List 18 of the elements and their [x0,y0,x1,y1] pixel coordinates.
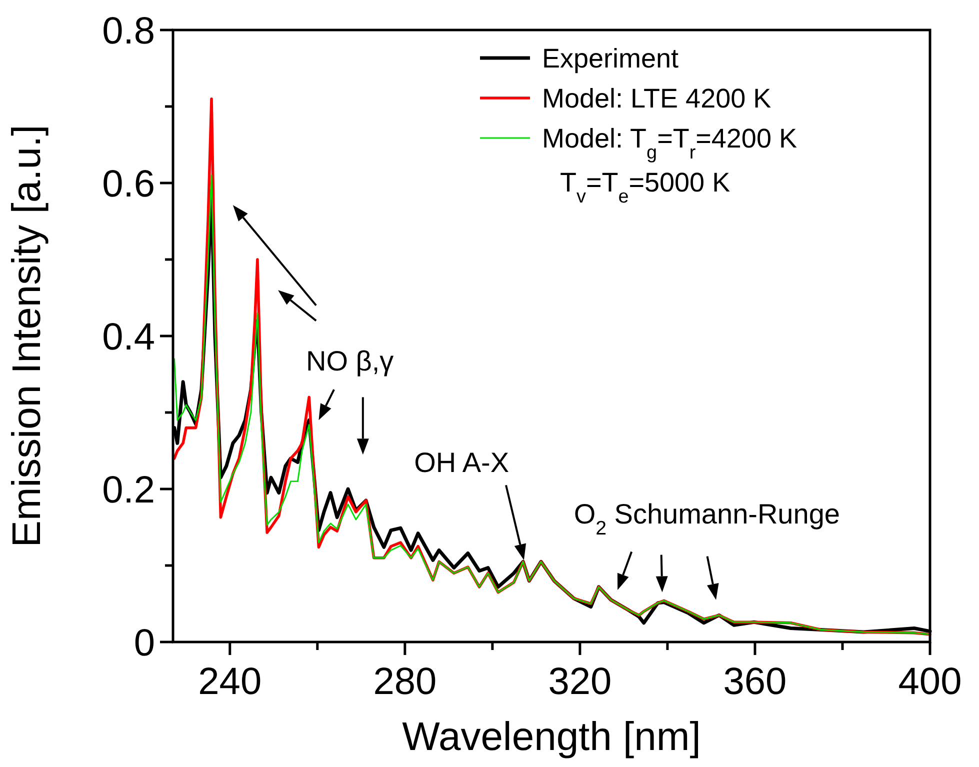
y-tick-label: 0.8 [102,10,155,52]
x-tick-label: 360 [723,661,787,703]
y-tick-label: 0.6 [102,163,155,206]
y-tick-label: 0.4 [102,316,155,358]
y-tick-label: 0 [134,622,155,664]
x-axis-title: Wavelength [nm] [402,715,701,759]
y-axis-title: Emission Intensity [a.u.] [5,124,49,548]
x-tick-label: 280 [373,661,437,703]
legend-label: Experiment [542,43,680,74]
legend-label: Model: LTE 4200 K [542,83,772,114]
x-tick-label: 240 [198,661,262,703]
text: Model: T$_{g}$=T$_{r}$=4200 K T$_{v}$=T$_{e}$=5000 K [542,123,797,207]
x-tick-label: 320 [548,661,612,703]
x-tick-label: 400 [898,661,962,703]
annotation: NO β,γ [306,345,394,376]
annotation: OH A-X [414,447,510,478]
annotation: O$_{2}$ Schumann-Runge [574,498,840,540]
y-tick-label: 0.2 [102,469,155,512]
